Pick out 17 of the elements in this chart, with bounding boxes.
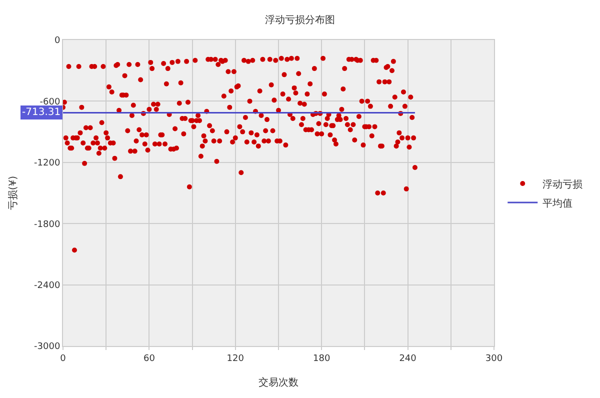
x-tick-label: 300 bbox=[485, 354, 503, 364]
y-axis-title: 亏损(¥) bbox=[7, 176, 20, 210]
x-tick-label: 120 bbox=[226, 354, 244, 364]
x-axis-title: 交易次数 bbox=[258, 376, 298, 388]
annotation: -713.31 bbox=[22, 107, 61, 118]
x-tick-label: 240 bbox=[399, 354, 417, 364]
legend-label: 平均值 bbox=[542, 197, 573, 210]
y-tick-label: 0 bbox=[54, 36, 60, 46]
legend-label: 浮动亏损 bbox=[542, 178, 583, 190]
x-tick-label: 60 bbox=[143, 354, 156, 364]
y-tick-label: -1800 bbox=[34, 220, 60, 230]
chart-title: 浮动亏损分布图 bbox=[265, 14, 335, 26]
y-tick-label: -3000 bbox=[34, 342, 60, 352]
y-tick-label: -1200 bbox=[34, 158, 60, 169]
y-tick-label: -600 bbox=[40, 97, 60, 108]
x-tick-label: 180 bbox=[313, 354, 330, 364]
y-tick-label: -2400 bbox=[34, 280, 60, 291]
